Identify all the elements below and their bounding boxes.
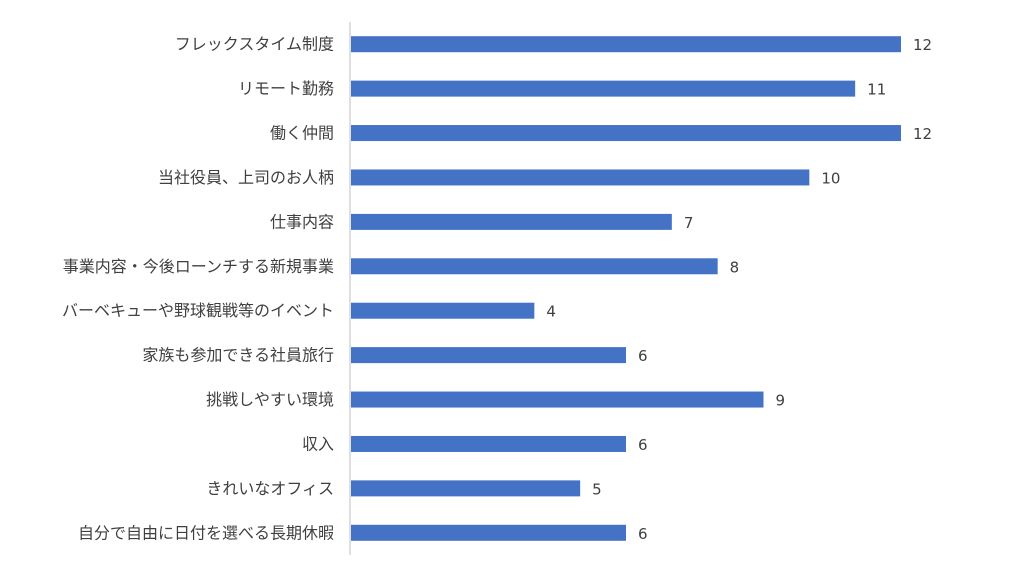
- category-label: 当社役員、上司のお人柄: [158, 168, 334, 187]
- value-labels: 12 11 12 10 7 8 4 6 9 6 5 6: [546, 36, 932, 543]
- value-label: 6: [638, 436, 648, 454]
- category-label: 自分で自由に日付を選べる長期休暇: [78, 523, 334, 542]
- bar: [351, 258, 718, 275]
- bar: [351, 435, 626, 452]
- category-label: リモート勤務: [238, 79, 334, 98]
- bar: [351, 169, 810, 186]
- value-label: 4: [546, 303, 556, 321]
- value-label: 7: [684, 214, 694, 232]
- category-label: 働く仲間: [270, 124, 334, 143]
- value-label: 5: [592, 480, 602, 498]
- category-label: フレックスタイム制度: [175, 35, 334, 54]
- value-label: 12: [913, 125, 932, 143]
- bar: [351, 524, 626, 541]
- bar: [351, 302, 535, 319]
- category-label: きれいなオフィス: [206, 479, 334, 498]
- value-label: 10: [821, 169, 840, 187]
- bar: [351, 80, 856, 97]
- category-label: バーベキューや野球観戦等のイベント: [62, 301, 334, 320]
- category-label: 収入: [302, 434, 334, 453]
- value-label: 9: [776, 392, 786, 410]
- bar: [351, 36, 901, 53]
- category-label: 家族も参加できる社員旅行: [142, 346, 334, 365]
- category-labels: フレックスタイム制度リモート勤務働く仲間当社役員、上司のお人柄仕事内容事業内容・…: [62, 35, 334, 543]
- bar: [351, 347, 626, 364]
- bar: [351, 391, 764, 408]
- bars: [351, 36, 901, 541]
- value-label: 6: [638, 525, 648, 543]
- category-label: 事業内容・今後ローンチする新規事業: [63, 257, 334, 276]
- category-label: 仕事内容: [270, 212, 334, 231]
- bar: [351, 213, 672, 230]
- value-label: 8: [730, 258, 740, 276]
- bar: [351, 125, 901, 142]
- bar: [351, 480, 581, 497]
- value-label: 12: [913, 36, 932, 54]
- value-label: 11: [867, 81, 886, 99]
- category-label: 挑戦しやすい環境: [206, 390, 334, 409]
- value-label: 6: [638, 347, 648, 365]
